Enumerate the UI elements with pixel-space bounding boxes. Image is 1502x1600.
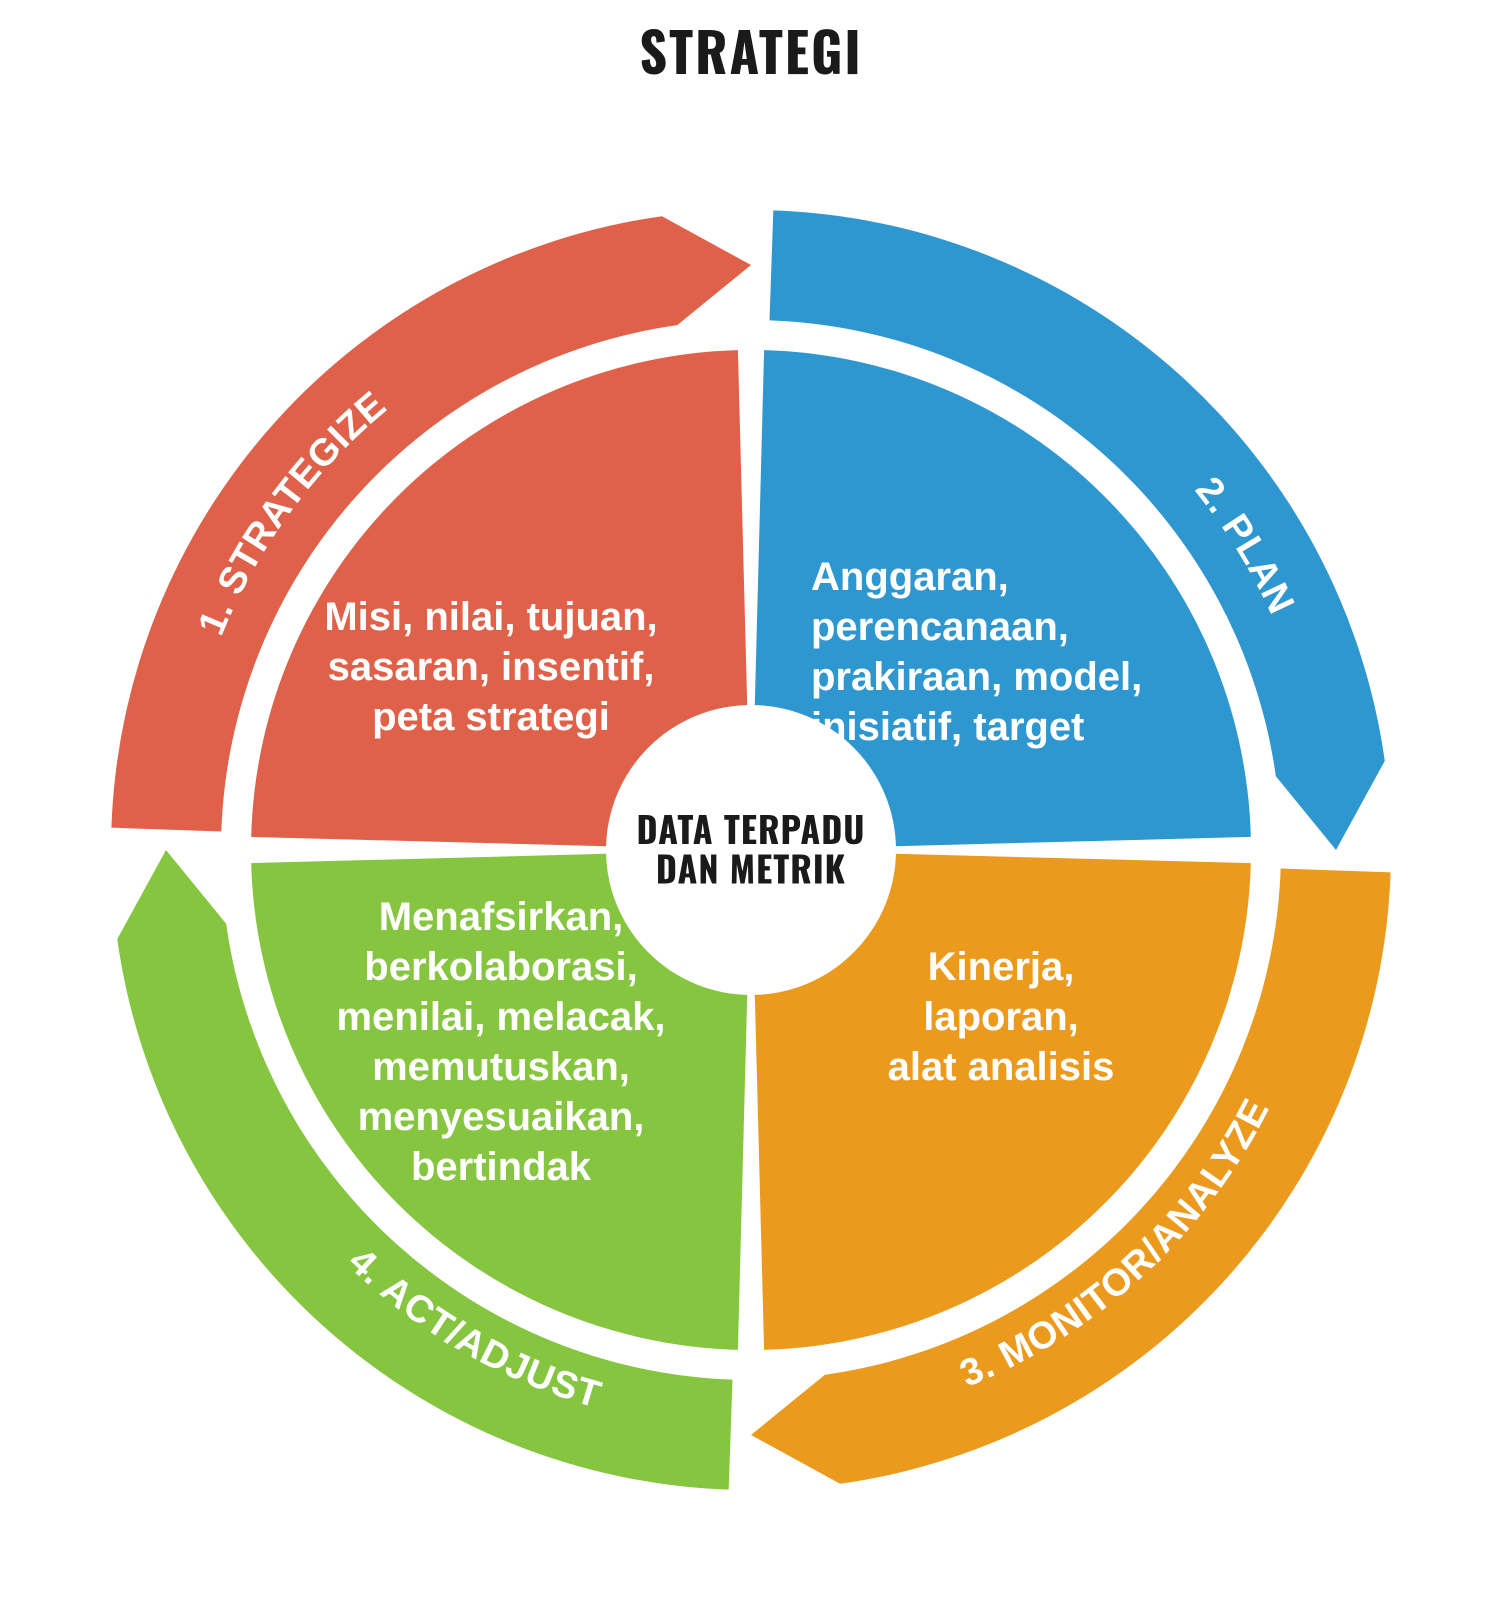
quadrant-text-strategize-line: peta strategi xyxy=(372,695,610,739)
quadrant-text-monitor-line: alat analisis xyxy=(888,1045,1115,1089)
quadrant-text-plan-line: prakiraan, model, xyxy=(811,655,1142,699)
quadrant-text-plan-line: Anggaran, xyxy=(811,555,1009,599)
quadrant-text-plan-line: perencanaan, xyxy=(811,605,1069,649)
cycle-diagram: DATA TERPADUDAN METRIK1. STRATEGIZE2. PL… xyxy=(0,90,1502,1590)
quadrant-text-act-line: bertindak xyxy=(411,1145,592,1189)
quadrant-text-act-line: menilai, melacak, xyxy=(336,995,665,1039)
quadrant-text-monitor-line: Kinerja, xyxy=(928,945,1075,989)
quadrant-text-act-line: berkolaborasi, xyxy=(364,945,637,989)
quadrant-text-strategize: Misi, nilai, tujuan, sasaran, insentif, pe… xyxy=(324,595,657,739)
quadrant-text-monitor-line: laporan, xyxy=(923,995,1079,1039)
center-label: DATA TERPADUDAN METRIK xyxy=(637,802,866,895)
quadrant-text-plan-line: inisiatif, target xyxy=(811,705,1084,749)
quadrant-text-act-line: memutuskan, xyxy=(372,1045,630,1089)
quadrant-text-act-line: menyesuaikan, xyxy=(358,1095,645,1139)
page-title: STRATEGI xyxy=(0,10,1502,90)
page: STRATEGI DATA TERPADUDAN METRIK1. STRATE… xyxy=(0,0,1502,1600)
quadrant-text-act-line: Menafsirkan, xyxy=(379,895,624,939)
quadrant-text-strategize-line: Misi, nilai, tujuan, xyxy=(324,595,657,639)
quadrant-text-strategize-line: sasaran, insentif, xyxy=(328,645,655,689)
center-label-line2: DAN METRIK xyxy=(656,842,846,895)
